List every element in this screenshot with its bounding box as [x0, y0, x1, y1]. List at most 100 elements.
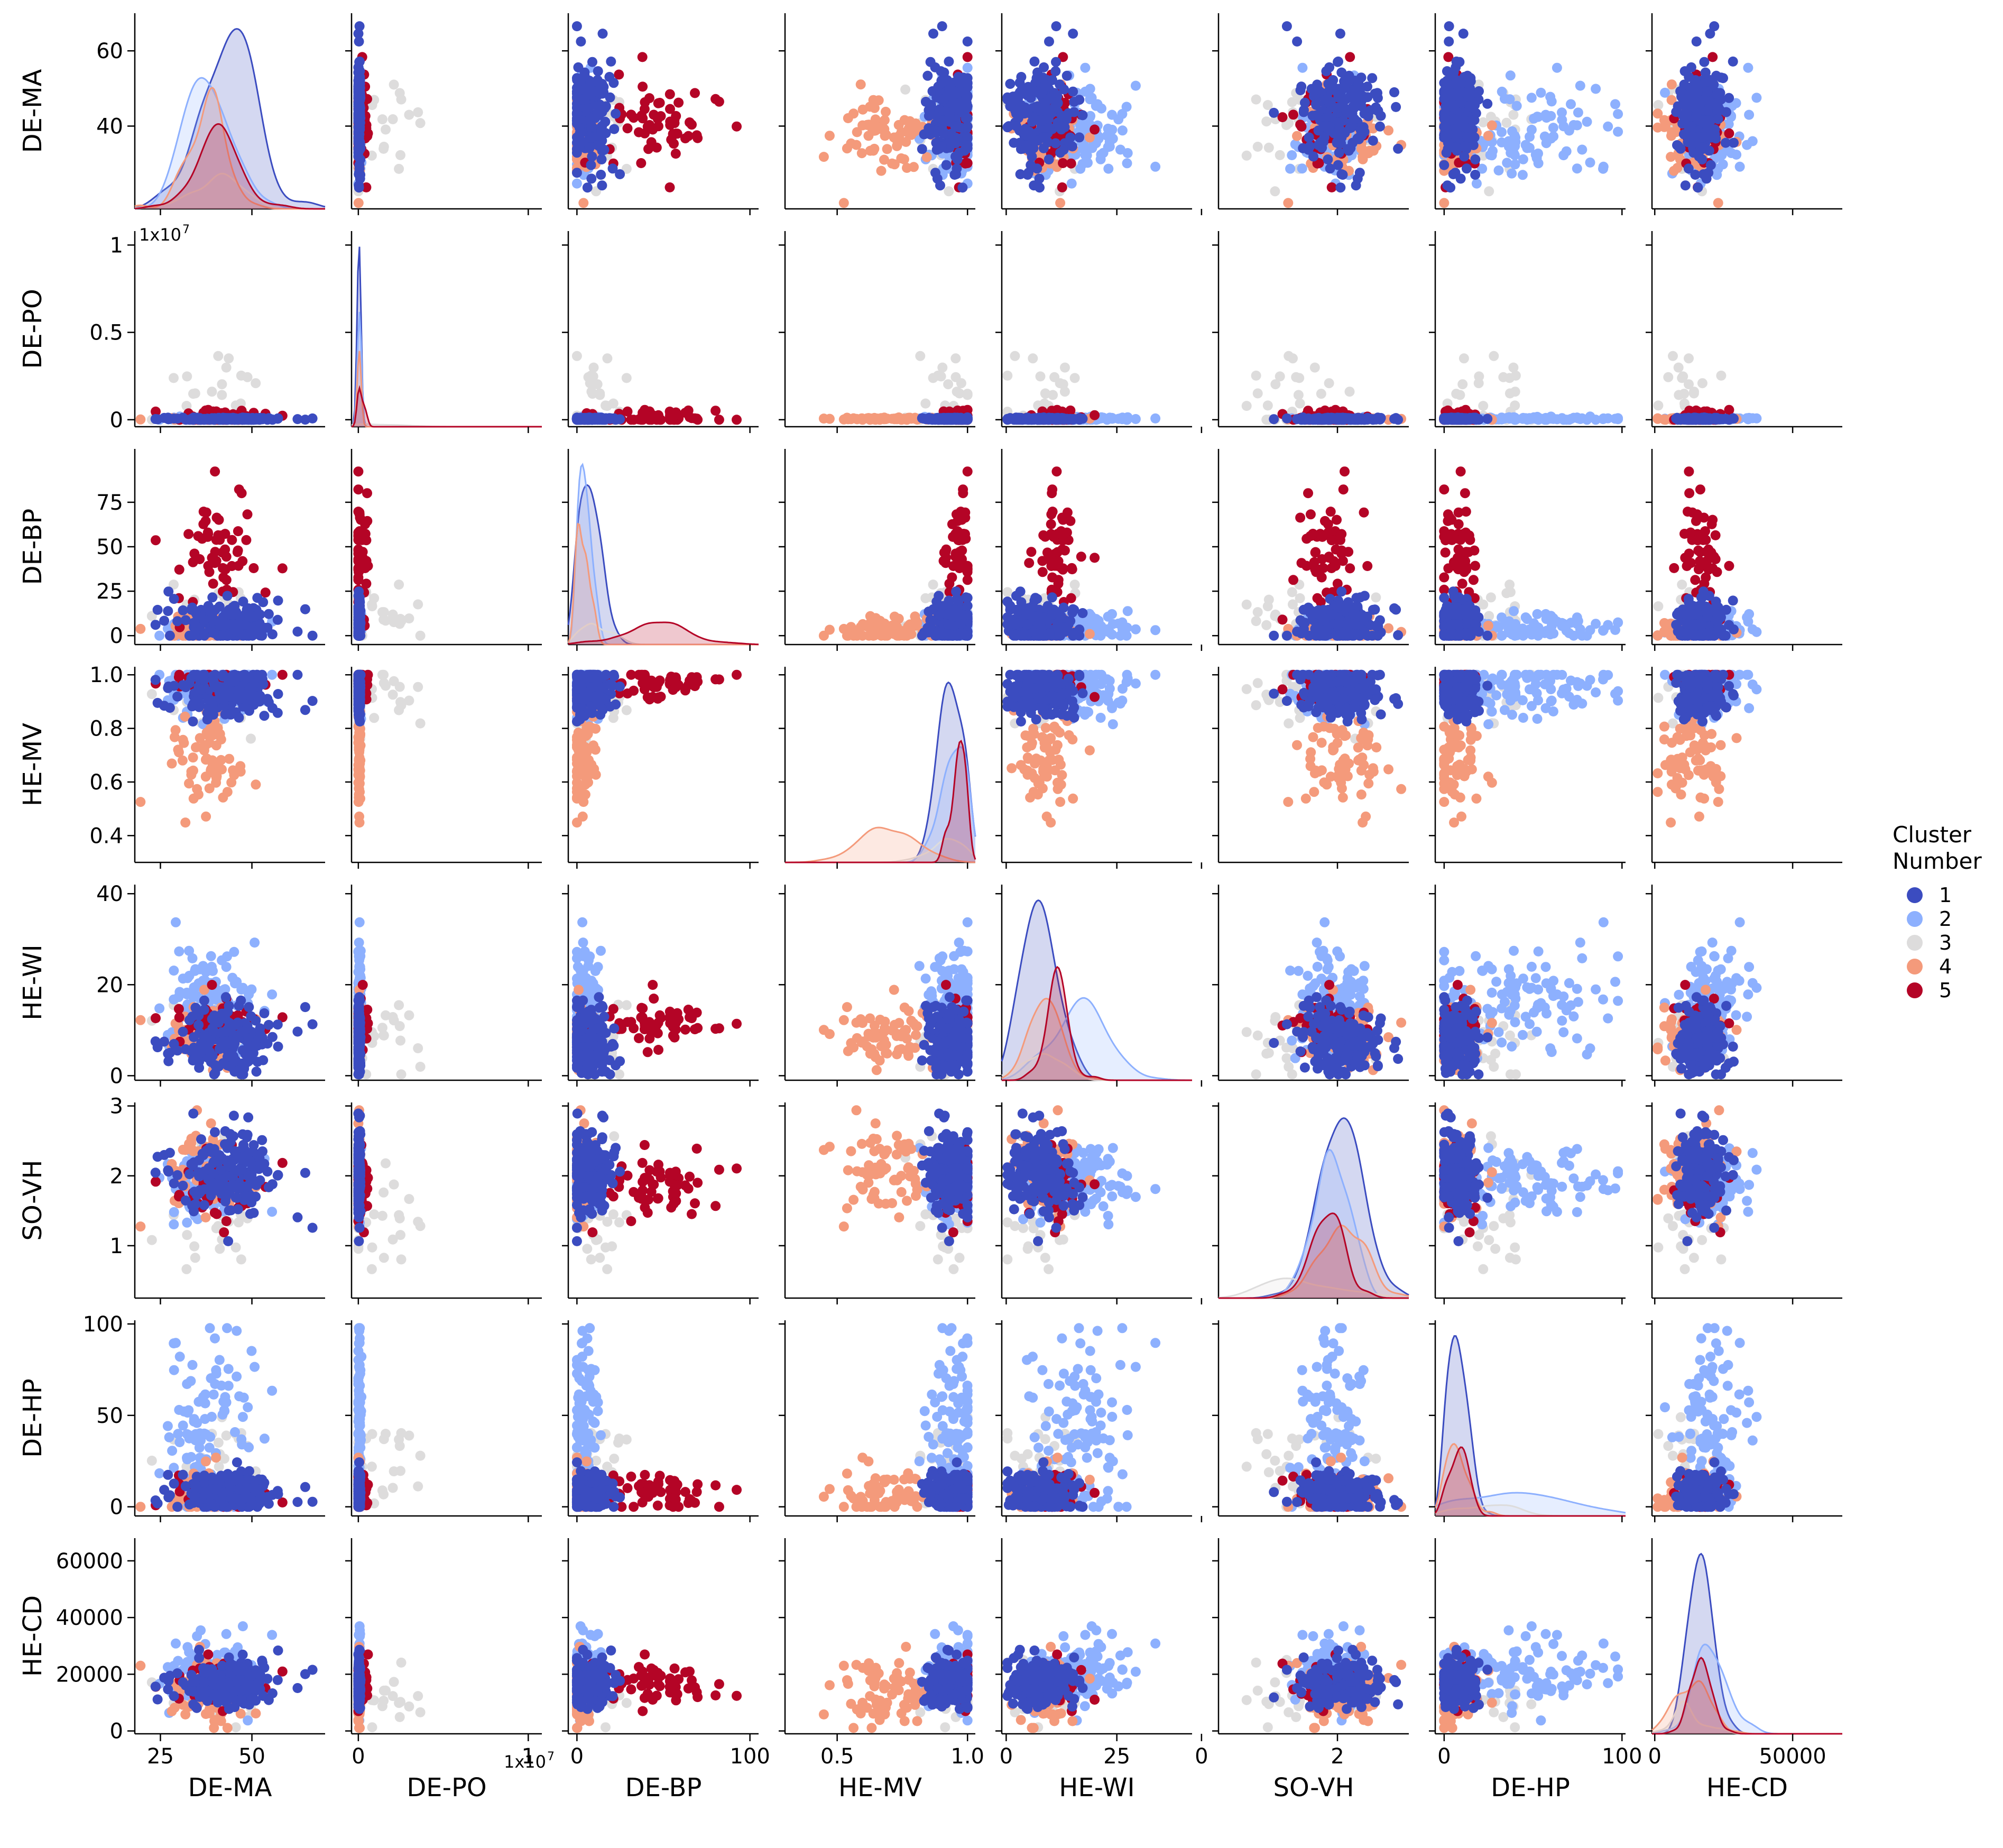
point-cluster-1: [606, 57, 616, 67]
point-cluster-1: [594, 110, 604, 120]
point-cluster-1: [578, 72, 588, 82]
point-cluster-2: [572, 179, 582, 189]
panel-DE-MA-vs-DE-PO: [345, 13, 542, 215]
pairplot-figure: 406000.5102550750.40.60.81.0020401230501…: [0, 0, 2003, 1848]
point-cluster-1: [354, 160, 364, 170]
point-cluster-1: [572, 21, 582, 31]
point-cluster-3: [944, 186, 954, 196]
point-cluster-5: [963, 52, 973, 62]
point-cluster-5: [671, 149, 681, 159]
point-cluster-1: [587, 57, 597, 67]
point-cluster-5: [638, 52, 648, 62]
point-cluster-5: [685, 117, 695, 127]
point-cluster-5: [669, 139, 679, 149]
point-cluster-5: [614, 70, 624, 80]
point-cluster-4: [894, 131, 904, 141]
point-cluster-1: [933, 173, 943, 183]
point-cluster-1: [615, 169, 625, 179]
point-cluster-1: [573, 62, 583, 72]
point-cluster-1: [963, 36, 973, 47]
point-cluster-1: [355, 75, 365, 85]
point-cluster-1: [593, 102, 603, 112]
point-cluster-5: [634, 127, 644, 137]
point-cluster-5: [673, 98, 684, 108]
point-cluster-1: [941, 160, 952, 170]
point-cluster-4: [857, 121, 867, 131]
point-cluster-3: [394, 164, 404, 174]
point-cluster-4: [857, 148, 867, 158]
point-cluster-4: [900, 115, 910, 125]
point-cluster-4: [578, 198, 588, 208]
point-cluster-1: [575, 123, 585, 133]
pairplot-panels: 406000.5102550750.40.60.81.0020401230501…: [18, 13, 1842, 1803]
point-cluster-1: [355, 66, 365, 76]
point-cluster-4: [843, 113, 853, 123]
point-cluster-5: [668, 129, 678, 139]
point-cluster-4: [912, 122, 922, 132]
point-cluster-5: [684, 131, 694, 141]
point-cluster-5: [665, 89, 675, 99]
point-cluster-3: [379, 142, 389, 152]
point-cluster-3: [381, 125, 391, 135]
point-cluster-5: [665, 182, 675, 192]
point-cluster-1: [354, 57, 364, 67]
point-cluster-1: [572, 148, 582, 158]
point-cluster-1: [593, 75, 603, 85]
point-cluster-1: [354, 36, 364, 47]
point-cluster-2: [963, 63, 973, 73]
point-cluster-3: [416, 118, 426, 128]
point-cluster-4: [874, 95, 884, 105]
point-cluster-4: [882, 144, 892, 154]
point-cluster-3: [413, 107, 423, 117]
point-cluster-1: [597, 180, 607, 190]
point-cluster-4: [892, 141, 902, 151]
point-cluster-4: [880, 115, 890, 125]
point-cluster-4: [825, 131, 835, 141]
point-cluster-3: [377, 114, 387, 124]
point-cluster-5: [665, 116, 675, 126]
point-cluster-1: [948, 136, 958, 146]
point-cluster-3: [900, 85, 910, 95]
point-cluster-1: [354, 121, 364, 131]
point-cluster-1: [926, 57, 936, 67]
point-cluster-1: [354, 110, 364, 120]
point-cluster-1: [938, 128, 948, 138]
point-cluster-5: [690, 88, 700, 98]
point-cluster-3: [396, 95, 407, 105]
point-cluster-3: [404, 110, 414, 120]
point-cluster-4: [858, 105, 868, 115]
point-cluster-4: [856, 79, 866, 89]
point-cluster-1: [611, 109, 621, 119]
point-cluster-4: [839, 198, 849, 208]
point-cluster-1: [595, 141, 605, 151]
point-cluster-4: [354, 198, 364, 208]
point-cluster-4: [902, 163, 912, 173]
point-cluster-3: [389, 80, 399, 90]
point-cluster-1: [951, 169, 961, 179]
point-cluster-1: [917, 144, 927, 154]
point-cluster-4: [819, 152, 829, 162]
point-cluster-4: [863, 131, 873, 141]
point-cluster-1: [583, 182, 593, 192]
point-cluster-1: [944, 57, 954, 67]
point-cluster-4: [879, 124, 889, 134]
point-cluster-1: [937, 21, 947, 31]
point-cluster-5: [710, 94, 721, 104]
point-cluster-4: [869, 146, 879, 156]
point-cluster-1: [576, 36, 586, 47]
panel-DE-MA-vs-HE-MV: [779, 13, 975, 215]
point-cluster-5: [643, 144, 653, 154]
point-cluster-1: [957, 182, 967, 192]
point-cluster-4: [876, 166, 887, 176]
point-cluster-1: [586, 173, 596, 183]
point-cluster-3: [388, 114, 398, 124]
point-cluster-1: [928, 29, 938, 39]
point-cluster-1: [954, 148, 964, 158]
point-cluster-1: [597, 121, 607, 131]
point-cluster-5: [653, 98, 663, 108]
point-cluster-5: [636, 111, 647, 121]
point-cluster-4: [896, 153, 906, 163]
point-cluster-1: [586, 160, 596, 170]
point-cluster-1: [604, 72, 614, 82]
